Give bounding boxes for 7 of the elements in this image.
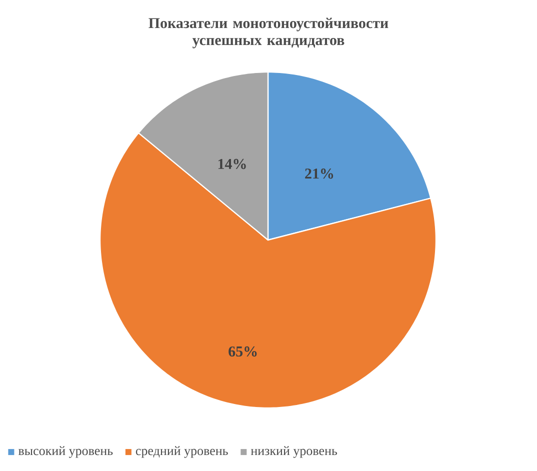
legend-label: высокий уровень — [18, 446, 113, 458]
data-label: 21% — [305, 168, 334, 179]
chart-title: Показатели монотоноустойчивости успешных кандидатов — [148, 18, 388, 48]
legend-label: средний уровень — [136, 446, 228, 458]
legend-label: низкий уровень — [250, 446, 338, 458]
data-label: 65% — [228, 346, 257, 357]
data-label: 14% — [218, 158, 246, 170]
